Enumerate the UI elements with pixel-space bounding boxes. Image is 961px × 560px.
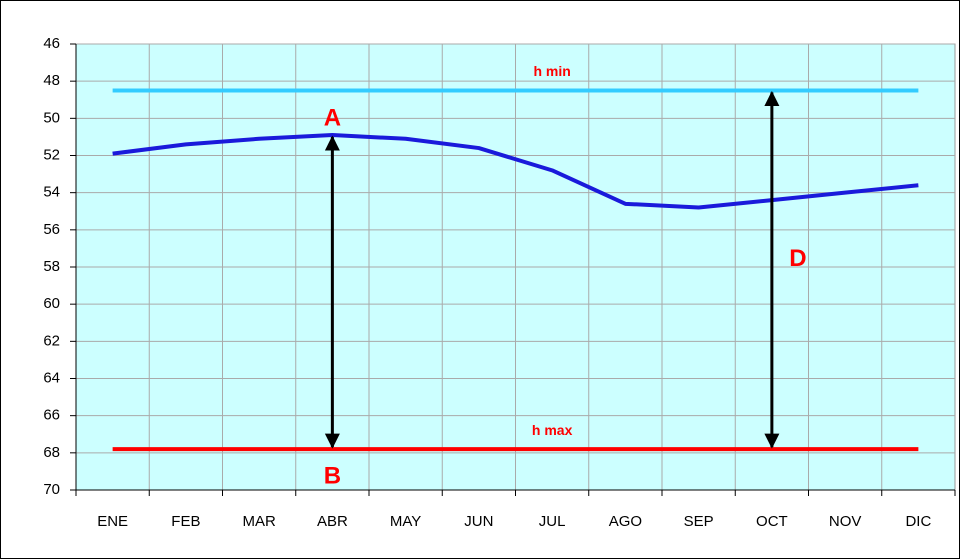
y-tick-label: 46 bbox=[43, 35, 60, 52]
y-tick-label: 58 bbox=[43, 258, 60, 275]
series-line bbox=[112, 133, 919, 210]
y-tick-label: 48 bbox=[43, 72, 60, 89]
x-tick-label: OCT bbox=[756, 513, 788, 530]
y-tick-label: 52 bbox=[43, 146, 60, 163]
x-tick-label: SEP bbox=[684, 513, 714, 530]
y-tick-label: 62 bbox=[43, 332, 60, 349]
x-tick-label: DIC bbox=[905, 513, 931, 530]
y-tick-label: 64 bbox=[43, 369, 60, 386]
y-tick-label: 70 bbox=[43, 481, 60, 498]
x-tick-label: FEB bbox=[171, 513, 200, 530]
line-label: h max bbox=[532, 422, 573, 438]
x-tick-label: MAR bbox=[242, 513, 276, 530]
annotation: B bbox=[324, 462, 341, 489]
y-tick-label: 54 bbox=[43, 184, 60, 201]
y-tick-label: 50 bbox=[43, 109, 60, 126]
y-tick-label: 66 bbox=[43, 407, 60, 424]
x-tick-label: NOV bbox=[829, 513, 862, 530]
x-tick-label: ABR bbox=[317, 513, 348, 530]
y-tick-label: 60 bbox=[43, 295, 60, 312]
x-tick-label: AGO bbox=[609, 513, 642, 530]
x-tick-label: ENE bbox=[97, 513, 128, 530]
annotation: D bbox=[789, 245, 806, 272]
line-label: h min bbox=[533, 63, 570, 79]
x-tick-label: JUN bbox=[464, 513, 493, 530]
annotation: A bbox=[324, 104, 341, 131]
x-tick-label: MAY bbox=[390, 513, 421, 530]
y-tick-label: 68 bbox=[43, 444, 60, 461]
y-tick-label: 56 bbox=[43, 221, 60, 238]
x-tick-label: JUL bbox=[539, 513, 566, 530]
